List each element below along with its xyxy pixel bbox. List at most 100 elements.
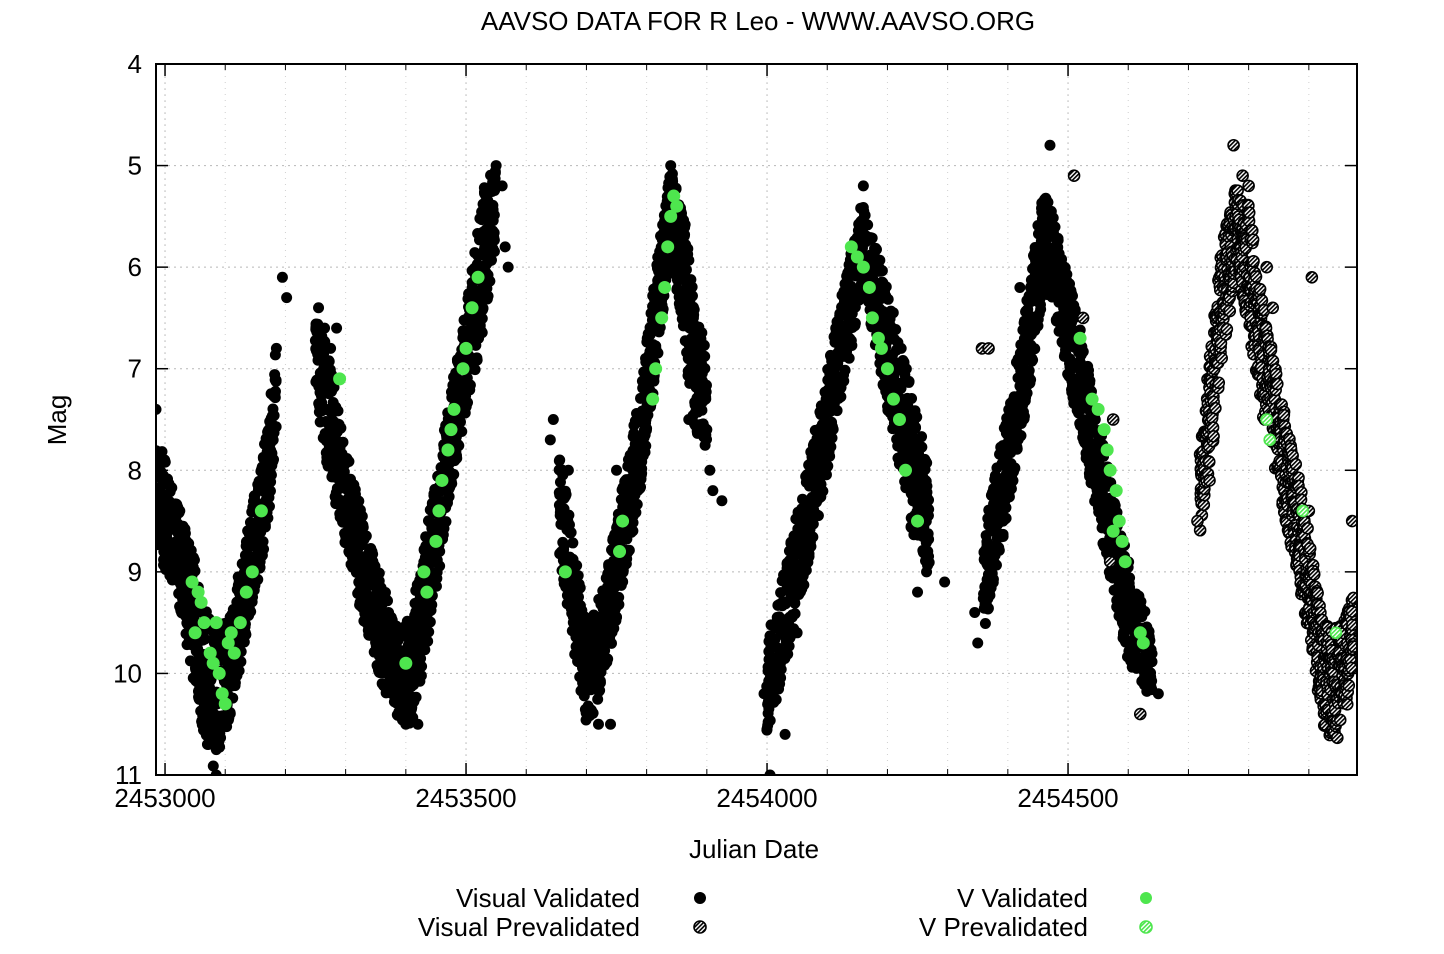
point-visual-prevalidated: [1223, 304, 1237, 318]
point-visual-validated: [779, 728, 791, 740]
point-visual-validated: [849, 320, 861, 332]
point-visual-validated: [679, 219, 691, 231]
point-visual-validated: [464, 379, 476, 391]
point-visual-validated: [207, 760, 219, 772]
point-visual-validated: [331, 322, 343, 334]
point-visual-validated: [424, 616, 436, 628]
point-visual-validated: [627, 525, 639, 537]
point-visual-validated: [416, 660, 428, 672]
point-visual-validated: [817, 485, 829, 497]
point-visual-validated: [179, 523, 191, 535]
point-visual-validated: [264, 485, 276, 497]
point-visual-validated: [563, 509, 575, 521]
point-visual-validated: [912, 586, 924, 598]
point-visual-validated: [276, 271, 288, 283]
point-visual-validated: [1027, 354, 1039, 366]
point-visual-validated: [462, 397, 474, 409]
point-visual-validated: [477, 302, 489, 314]
point-visual-validated: [1066, 290, 1078, 302]
point-visual-validated: [824, 450, 836, 462]
point-visual-validated: [846, 339, 858, 351]
point-visual-validated: [349, 484, 361, 496]
point-visual-validated: [235, 656, 247, 668]
point-visual-validated: [882, 293, 894, 305]
point-visual-validated: [366, 545, 378, 557]
point-visual-validated: [499, 241, 511, 253]
point-visual-validated: [679, 229, 691, 241]
point-visual-validated: [696, 327, 708, 339]
point-visual-validated: [640, 440, 652, 452]
point-visual-validated: [903, 375, 915, 387]
grid-lines: [156, 64, 1357, 775]
point-visual-prevalidated: [1209, 401, 1222, 415]
point-visual-validated: [605, 718, 617, 730]
point-visual-validated: [1124, 572, 1136, 584]
point-visual-prevalidated: [1264, 343, 1278, 357]
point-visual-validated: [972, 637, 984, 649]
point-visual-validated: [258, 543, 270, 555]
point-visual-validated: [547, 414, 559, 425]
point-visual-validated: [166, 482, 178, 494]
point-visual-validated: [652, 347, 664, 359]
point-visual-validated: [895, 342, 907, 354]
point-visual-validated: [862, 219, 874, 231]
point-visual-validated: [265, 469, 277, 481]
point-visual-validated: [1146, 675, 1158, 687]
point-visual-validated: [562, 464, 574, 476]
point-visual-validated: [456, 426, 468, 438]
point-visual-validated: [665, 160, 677, 172]
point-visual-validated: [758, 688, 770, 700]
chart-title: AAVSO DATA FOR R Leo - WWW.AAVSO.ORG: [481, 6, 1035, 36]
point-visual-validated: [215, 732, 227, 744]
point-visual-validated: [923, 556, 935, 568]
point-visual-prevalidated: [1249, 270, 1263, 283]
point-visual-validated: [987, 573, 999, 585]
point-visual-validated: [993, 544, 1005, 556]
point-visual-validated: [683, 414, 695, 425]
point-visual-validated: [379, 586, 391, 598]
point-visual-validated: [807, 531, 819, 543]
point-visual-validated: [1044, 139, 1056, 151]
point-visual-validated: [431, 572, 443, 584]
point-visual-prevalidated: [1253, 282, 1267, 296]
point-visual-validated: [602, 653, 614, 665]
point-visual-validated: [174, 505, 186, 517]
point-visual-validated: [636, 467, 648, 479]
point-visual-validated: [502, 261, 514, 273]
point-visual-prevalidated: [1202, 455, 1216, 469]
point-visual-validated: [434, 545, 446, 557]
point-visual-validated: [199, 633, 211, 645]
point-visual-validated: [592, 718, 604, 730]
point-visual-validated: [490, 160, 502, 172]
point-visual-validated: [1032, 320, 1044, 332]
point-visual-validated: [775, 663, 787, 675]
point-visual-validated: [412, 718, 424, 730]
point-visual-validated: [565, 526, 577, 538]
point-visual-validated: [415, 670, 427, 682]
point-visual-validated: [939, 576, 951, 588]
point-visual-validated: [487, 199, 499, 211]
point-visual-validated: [701, 433, 713, 445]
point-visual-validated: [997, 530, 1009, 542]
point-visual-validated: [843, 352, 855, 364]
point-visual-validated: [360, 530, 372, 542]
point-visual-validated: [270, 342, 282, 354]
point-visual-prevalidated: [1247, 254, 1260, 268]
point-visual-validated: [798, 579, 810, 591]
point-visual-validated: [923, 533, 935, 545]
point-visual-validated: [789, 608, 801, 620]
point-visual-validated: [1018, 410, 1030, 422]
point-visual-validated: [900, 363, 912, 375]
point-visual-validated: [827, 423, 839, 435]
point-visual-validated: [559, 490, 571, 502]
point-visual-validated: [982, 603, 994, 615]
point-visual-validated: [839, 364, 851, 376]
point-visual-validated: [189, 565, 201, 577]
point-visual-validated: [268, 454, 280, 466]
point-visual-validated: [764, 715, 776, 727]
point-visual-validated: [1049, 221, 1061, 233]
point-visual-validated: [916, 431, 928, 443]
point-visual-validated: [214, 741, 226, 753]
point-visual-validated: [325, 342, 337, 354]
point-visual-validated: [400, 718, 412, 730]
